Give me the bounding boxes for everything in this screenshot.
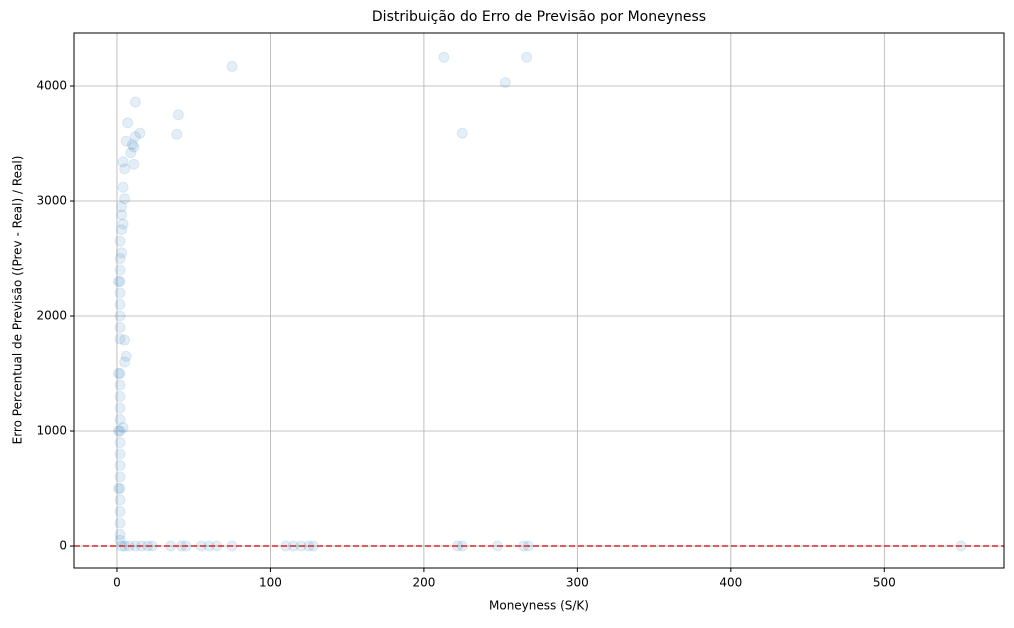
y-tick-label: 3000	[36, 194, 67, 208]
x-tick-label: 200	[412, 576, 435, 590]
point	[114, 437, 126, 449]
point	[122, 117, 134, 129]
y-tick-label: 0	[59, 539, 67, 553]
point	[119, 356, 131, 368]
point	[172, 109, 184, 121]
x-tick-label: 100	[259, 576, 282, 590]
point	[125, 147, 137, 159]
point	[114, 414, 126, 426]
chart-title: Distribuição do Erro de Previsão por Mon…	[372, 9, 706, 25]
point	[126, 139, 138, 151]
point	[114, 235, 126, 247]
point	[116, 209, 128, 221]
point	[113, 276, 125, 288]
point	[114, 391, 126, 403]
point	[114, 264, 126, 276]
point	[114, 448, 126, 460]
point	[128, 141, 140, 153]
point	[438, 51, 450, 63]
point	[521, 51, 533, 63]
x-axis-label: Moneyness (S/K)	[489, 599, 589, 613]
point	[113, 368, 125, 380]
point	[117, 422, 129, 434]
point	[113, 483, 125, 495]
point	[119, 334, 131, 346]
y-tick-label: 4000	[36, 79, 67, 93]
point	[114, 402, 126, 414]
point	[134, 127, 146, 139]
point	[117, 218, 129, 230]
point	[499, 77, 511, 89]
point	[114, 460, 126, 472]
x-tick-label: 0	[113, 576, 121, 590]
point	[113, 425, 125, 437]
point	[117, 156, 129, 168]
point	[114, 299, 126, 311]
x-tick-label: 300	[566, 576, 589, 590]
x-tick-label: 400	[719, 576, 742, 590]
point	[114, 534, 126, 546]
point	[119, 163, 131, 175]
point	[114, 322, 126, 334]
point	[119, 193, 131, 205]
plot-frame	[73, 32, 1005, 569]
point	[114, 483, 126, 495]
point	[117, 181, 129, 193]
point	[129, 96, 141, 108]
point	[128, 158, 140, 170]
point	[114, 471, 126, 483]
point	[114, 425, 126, 437]
point	[120, 135, 132, 147]
point	[114, 287, 126, 299]
point	[120, 350, 132, 362]
point	[116, 247, 128, 259]
x-tick-label: 500	[873, 576, 896, 590]
point	[171, 128, 183, 140]
point	[114, 529, 126, 541]
point	[114, 276, 126, 288]
y-axis-label: Erro Percentual de Previsão ((Prev - Rea…	[11, 156, 25, 445]
point	[114, 333, 126, 345]
point	[114, 310, 126, 322]
point	[114, 494, 126, 506]
point	[456, 127, 468, 139]
point	[116, 201, 128, 213]
point	[114, 517, 126, 529]
point	[114, 506, 126, 518]
point	[226, 60, 238, 72]
point	[114, 253, 126, 265]
point	[114, 368, 126, 380]
point	[129, 131, 141, 143]
y-tick-label: 1000	[36, 424, 67, 438]
point	[116, 224, 128, 236]
y-tick-label: 2000	[36, 309, 67, 323]
point	[114, 379, 126, 391]
